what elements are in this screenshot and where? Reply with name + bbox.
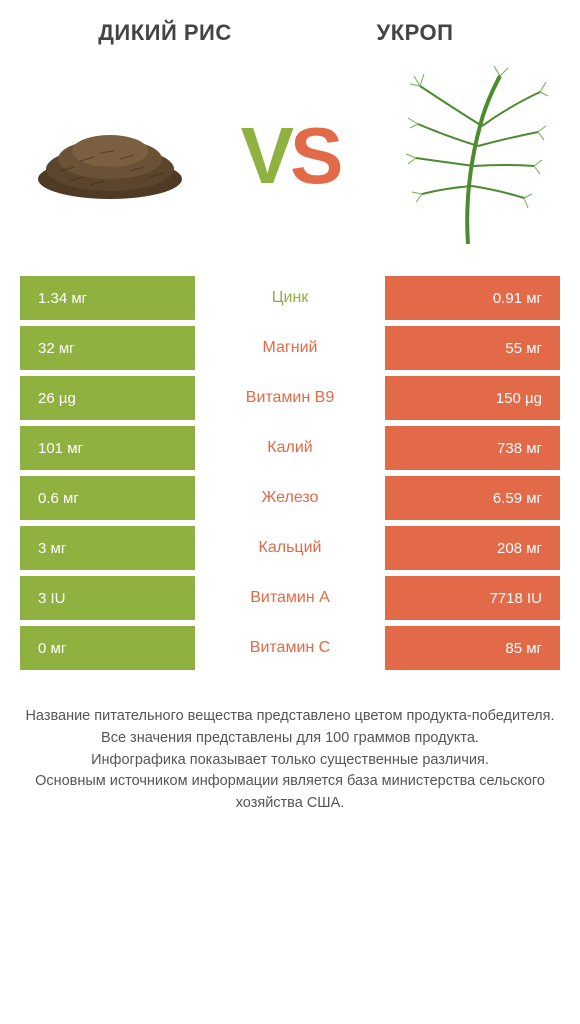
- footer-notes: Название питательного вещества представл…: [0, 676, 580, 815]
- value-left: 101 мг: [20, 426, 195, 470]
- dill-icon: [390, 66, 550, 246]
- wild-rice-icon: [30, 111, 190, 201]
- nutrient-name: Железо: [195, 476, 385, 520]
- footer-line: Основным источником информации является …: [20, 771, 560, 815]
- value-right: 85 мг: [385, 626, 560, 670]
- comparison-table: 1.34 мгЦинк0.91 мг32 мгМагний55 мг26 µgВ…: [0, 276, 580, 670]
- nutrient-name: Калий: [195, 426, 385, 470]
- nutrient-name: Витамин C: [195, 626, 385, 670]
- footer-line: Название питательного вещества представл…: [20, 706, 560, 728]
- value-left: 0.6 мг: [20, 476, 195, 520]
- vs-s: S: [290, 111, 339, 200]
- title-left: ДИКИЙ РИС: [40, 20, 290, 46]
- footer-line: Инфографика показывает только существенн…: [20, 750, 560, 772]
- table-row: 0.6 мгЖелезо6.59 мг: [20, 476, 560, 520]
- value-left: 3 IU: [20, 576, 195, 620]
- value-left: 26 µg: [20, 376, 195, 420]
- nutrient-name: Магний: [195, 326, 385, 370]
- table-row: 3 IUВитамин A7718 IU: [20, 576, 560, 620]
- table-row: 1.34 мгЦинк0.91 мг: [20, 276, 560, 320]
- header: ДИКИЙ РИС УКРОП: [0, 0, 580, 56]
- nutrient-name: Витамин B9: [195, 376, 385, 420]
- table-row: 0 мгВитамин C85 мг: [20, 626, 560, 670]
- table-row: 32 мгМагний55 мг: [20, 326, 560, 370]
- vs-v: V: [241, 111, 290, 200]
- table-row: 3 мгКальций208 мг: [20, 526, 560, 570]
- vs-label: VS: [241, 110, 340, 202]
- value-right: 150 µg: [385, 376, 560, 420]
- value-left: 3 мг: [20, 526, 195, 570]
- value-right: 55 мг: [385, 326, 560, 370]
- table-row: 26 µgВитамин B9150 µg: [20, 376, 560, 420]
- value-right: 7718 IU: [385, 576, 560, 620]
- value-right: 0.91 мг: [385, 276, 560, 320]
- table-row: 101 мгКалий738 мг: [20, 426, 560, 470]
- nutrient-name: Цинк: [195, 276, 385, 320]
- nutrient-name: Витамин A: [195, 576, 385, 620]
- value-left: 32 мг: [20, 326, 195, 370]
- value-right: 208 мг: [385, 526, 560, 570]
- value-right: 738 мг: [385, 426, 560, 470]
- hero-row: VS: [0, 56, 580, 276]
- title-right: УКРОП: [290, 20, 540, 46]
- value-right: 6.59 мг: [385, 476, 560, 520]
- value-left: 1.34 мг: [20, 276, 195, 320]
- nutrient-name: Кальций: [195, 526, 385, 570]
- value-left: 0 мг: [20, 626, 195, 670]
- footer-line: Все значения представлены для 100 граммо…: [20, 728, 560, 750]
